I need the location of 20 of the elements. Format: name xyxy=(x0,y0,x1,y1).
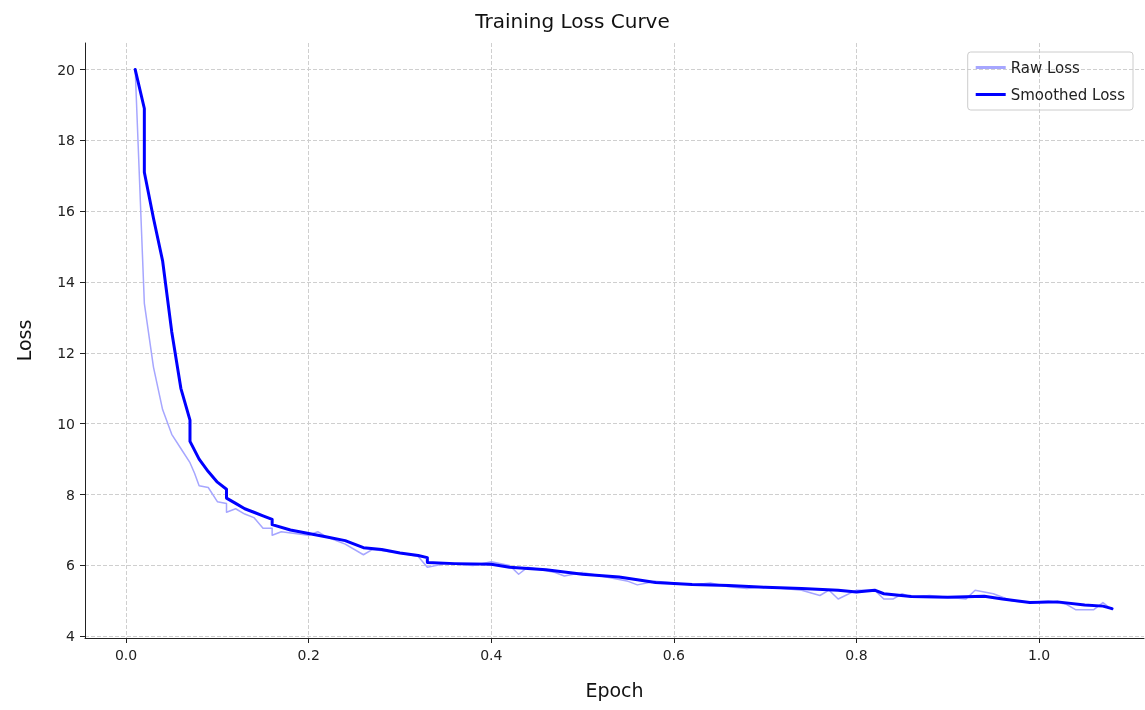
chart-title: Training Loss Curve xyxy=(474,9,670,33)
y-tick-label: 10 xyxy=(57,415,75,432)
x-tick-label: 0.8 xyxy=(845,647,868,663)
x-tick-label: 0.2 xyxy=(297,647,320,663)
x-tick-label: 0.4 xyxy=(480,647,503,663)
y-tick-label: 4 xyxy=(66,628,76,645)
y-tick-label: 16 xyxy=(57,203,76,220)
y-tick-label: 18 xyxy=(57,132,75,149)
x-tick-label: 0.6 xyxy=(662,647,686,663)
y-tick-label: 6 xyxy=(66,557,76,574)
y-tick-label: 8 xyxy=(66,486,75,503)
y-tick-label: 20 xyxy=(57,61,75,78)
y-tick-label: 12 xyxy=(57,344,75,361)
x-axis-title: Epoch xyxy=(585,678,644,701)
x-tick-label: 1.0 xyxy=(1027,647,1051,663)
x-tick-label: 0.0 xyxy=(114,647,138,663)
legend-label: Raw Loss xyxy=(1010,58,1081,77)
legend-label: Smoothed Loss xyxy=(1010,85,1126,104)
y-tick-label: 14 xyxy=(57,274,76,291)
y-axis-title: Loss xyxy=(12,319,35,362)
